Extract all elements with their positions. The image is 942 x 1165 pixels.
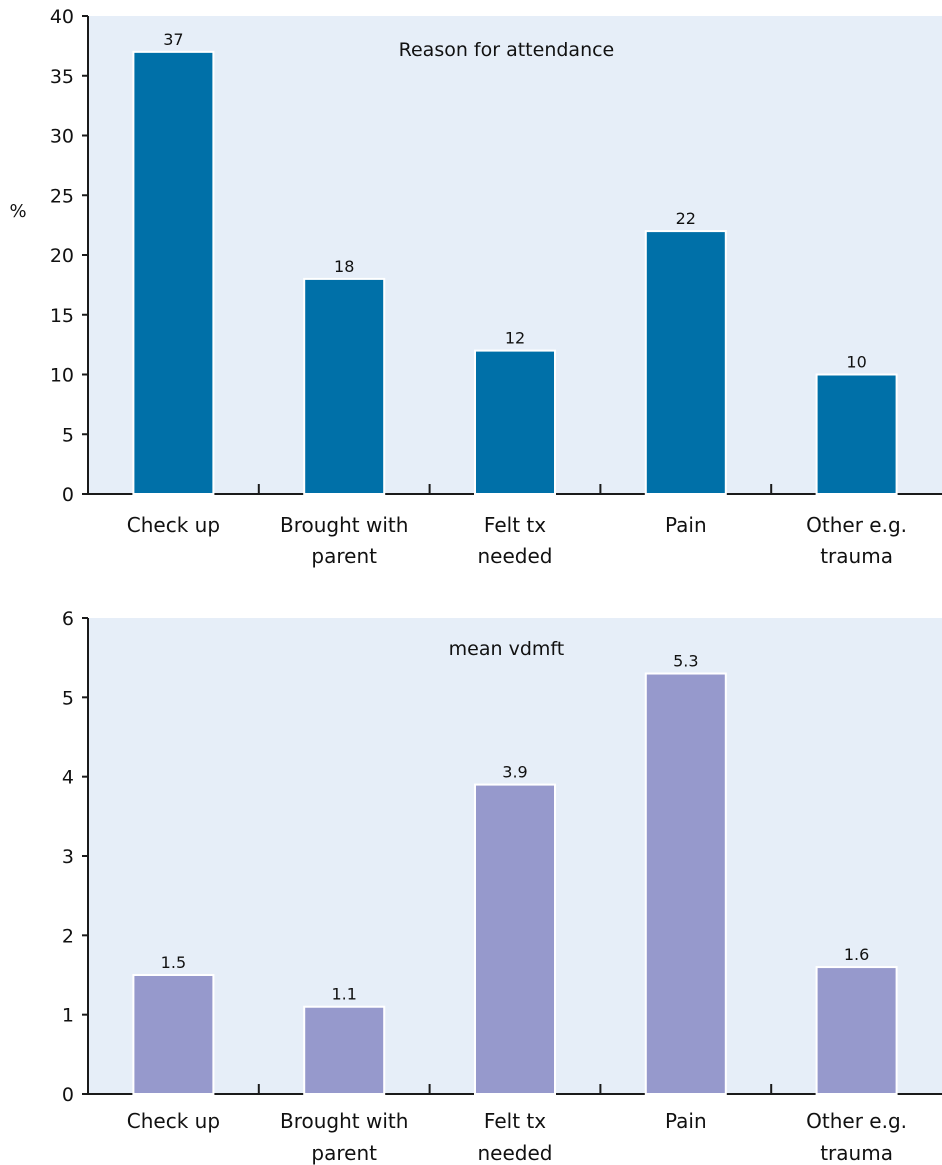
x-category-label: Felt tx: [484, 1109, 546, 1133]
y-tick-label: 5: [62, 687, 74, 709]
bar-value-label: 5.3: [673, 652, 698, 671]
x-category-label: Other e.g.: [806, 513, 907, 537]
bar-value-label: 3.9: [502, 763, 527, 782]
x-category-label: Check up: [127, 513, 220, 537]
y-tick-label: 35: [50, 66, 74, 88]
chart-title: mean vdmft: [449, 638, 565, 660]
x-category-label: needed: [478, 544, 553, 568]
bar: [132, 50, 215, 495]
bar: [474, 349, 556, 495]
x-category-label: Pain: [665, 513, 707, 537]
y-tick-label: 0: [62, 1084, 74, 1106]
y-tick-label: 15: [50, 305, 74, 327]
x-category-label: trauma: [820, 1141, 893, 1165]
bar-value-label: 1.5: [161, 953, 186, 972]
x-category-label: Brought with: [280, 513, 408, 537]
bar-value-label: 1.1: [331, 985, 356, 1004]
y-tick-label: 20: [50, 245, 74, 267]
bar: [815, 373, 898, 495]
bar: [303, 1005, 386, 1096]
bar-value-label: 12: [505, 329, 525, 348]
bar: [474, 783, 556, 1095]
x-category-label: parent: [311, 544, 377, 568]
bar: [815, 966, 898, 1095]
y-tick-label: 0: [62, 484, 74, 506]
y-tick-label: 5: [62, 424, 74, 446]
x-category-label: parent: [311, 1141, 377, 1165]
y-tick-label: 6: [62, 608, 74, 630]
x-category-label: Other e.g.: [806, 1109, 907, 1133]
x-category-label: Pain: [665, 1109, 707, 1133]
y-tick-label: 1: [62, 1005, 74, 1027]
y-tick-label: 30: [50, 126, 74, 148]
bar: [303, 277, 386, 495]
y-tick-label: 3: [62, 846, 74, 868]
x-category-label: Check up: [127, 1109, 220, 1133]
bar: [132, 974, 215, 1095]
y-tick-label: 40: [50, 6, 74, 28]
bar-value-label: 1.6: [844, 945, 869, 964]
y-tick-label: 10: [50, 365, 74, 387]
bar-value-label: 37: [163, 30, 183, 49]
chart-title: Reason for attendance: [399, 39, 615, 61]
reason-for-attendance-chart: 0 5 10 15 20 25 30 35 40 37 Check up 18 Brought with…: [9, 6, 942, 568]
bar-value-label: 10: [846, 353, 866, 372]
y-tick-label: 2: [62, 925, 74, 947]
x-category-label: Brought with: [280, 1109, 408, 1133]
bar-value-label: 22: [676, 209, 696, 228]
x-category-label: Felt tx: [484, 513, 546, 537]
x-category-label: needed: [478, 1141, 553, 1165]
y-tick-label: 4: [62, 767, 74, 789]
y-tick-label: 25: [50, 185, 74, 207]
x-category-label: trauma: [820, 544, 893, 568]
bar: [644, 230, 727, 495]
mean-vdmft-chart: 0 1 2 3 4 5 6 1.5 Check up 1.1 Brought with parent 3…: [62, 608, 942, 1165]
y-axis-label: %: [9, 201, 26, 222]
bar-value-label: 18: [334, 257, 354, 276]
bar: [644, 672, 727, 1095]
